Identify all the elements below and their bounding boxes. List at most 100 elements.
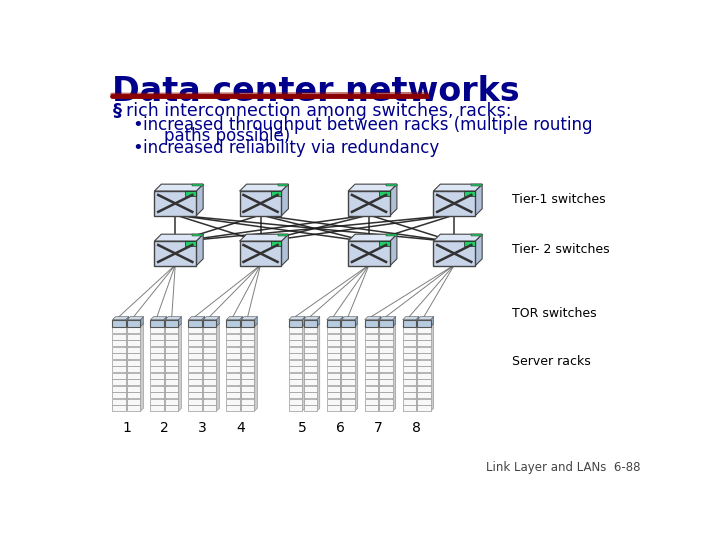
FancyBboxPatch shape [241,327,254,333]
Polygon shape [386,234,397,236]
FancyBboxPatch shape [241,320,254,327]
FancyBboxPatch shape [165,399,179,405]
FancyBboxPatch shape [365,340,378,346]
Text: 8: 8 [413,421,421,435]
FancyBboxPatch shape [402,399,416,405]
FancyBboxPatch shape [379,406,392,411]
FancyBboxPatch shape [289,327,302,333]
FancyBboxPatch shape [418,353,431,359]
Text: •: • [132,139,143,158]
FancyBboxPatch shape [348,191,390,215]
Polygon shape [150,316,167,320]
FancyBboxPatch shape [226,360,240,366]
Polygon shape [464,191,475,195]
FancyBboxPatch shape [289,373,302,379]
FancyBboxPatch shape [289,320,302,327]
Polygon shape [317,316,320,327]
FancyBboxPatch shape [150,393,163,399]
FancyBboxPatch shape [226,386,240,391]
Polygon shape [475,234,482,266]
FancyBboxPatch shape [327,379,340,385]
FancyBboxPatch shape [304,334,317,340]
Polygon shape [165,316,181,320]
FancyBboxPatch shape [189,353,202,359]
Polygon shape [355,323,358,411]
Polygon shape [340,316,343,327]
FancyBboxPatch shape [203,340,216,346]
Polygon shape [179,323,181,411]
Polygon shape [386,184,397,186]
FancyBboxPatch shape [165,373,179,379]
FancyBboxPatch shape [241,399,254,405]
Polygon shape [433,184,482,191]
FancyBboxPatch shape [241,373,254,379]
FancyBboxPatch shape [365,379,378,385]
Polygon shape [431,323,433,411]
FancyBboxPatch shape [289,353,302,359]
Polygon shape [365,316,381,320]
FancyBboxPatch shape [154,241,196,266]
Polygon shape [472,184,482,186]
FancyBboxPatch shape [289,386,302,391]
Polygon shape [379,191,390,195]
FancyBboxPatch shape [165,366,179,372]
FancyBboxPatch shape [127,334,140,340]
Text: Server racks: Server racks [513,355,591,368]
Polygon shape [140,316,143,327]
Polygon shape [202,316,204,327]
Polygon shape [126,323,129,411]
FancyBboxPatch shape [241,366,254,372]
FancyBboxPatch shape [327,353,340,359]
Text: TOR switches: TOR switches [513,307,597,320]
Polygon shape [379,241,390,246]
FancyBboxPatch shape [418,379,431,385]
FancyBboxPatch shape [226,320,240,327]
FancyBboxPatch shape [203,406,216,411]
FancyBboxPatch shape [203,347,216,353]
FancyBboxPatch shape [327,360,340,366]
FancyBboxPatch shape [289,360,302,366]
FancyBboxPatch shape [241,353,254,359]
Polygon shape [472,234,482,236]
Polygon shape [154,184,203,191]
Polygon shape [355,316,358,327]
FancyBboxPatch shape [203,320,216,327]
FancyBboxPatch shape [165,353,179,359]
FancyBboxPatch shape [165,334,179,340]
FancyBboxPatch shape [240,191,282,215]
FancyBboxPatch shape [379,353,392,359]
FancyBboxPatch shape [203,379,216,385]
Text: paths possible): paths possible) [143,127,290,145]
FancyBboxPatch shape [402,347,416,353]
FancyBboxPatch shape [150,399,163,405]
FancyBboxPatch shape [418,373,431,379]
Polygon shape [189,316,204,320]
FancyBboxPatch shape [402,393,416,399]
FancyBboxPatch shape [150,366,163,372]
FancyBboxPatch shape [365,360,378,366]
FancyBboxPatch shape [418,393,431,399]
FancyBboxPatch shape [226,399,240,405]
FancyBboxPatch shape [150,320,163,327]
FancyBboxPatch shape [341,360,355,366]
FancyBboxPatch shape [402,386,416,391]
FancyBboxPatch shape [418,360,431,366]
Polygon shape [127,316,143,320]
Polygon shape [277,234,289,236]
FancyBboxPatch shape [418,320,431,327]
FancyBboxPatch shape [402,340,416,346]
FancyBboxPatch shape [304,353,317,359]
Polygon shape [192,184,203,186]
Polygon shape [203,323,220,327]
Polygon shape [127,323,143,327]
FancyBboxPatch shape [189,340,202,346]
FancyBboxPatch shape [241,340,254,346]
FancyBboxPatch shape [379,399,392,405]
FancyBboxPatch shape [289,366,302,372]
Polygon shape [277,184,289,186]
Polygon shape [379,323,396,327]
FancyBboxPatch shape [189,386,202,391]
FancyBboxPatch shape [127,393,140,399]
Polygon shape [271,191,282,195]
FancyBboxPatch shape [402,373,416,379]
